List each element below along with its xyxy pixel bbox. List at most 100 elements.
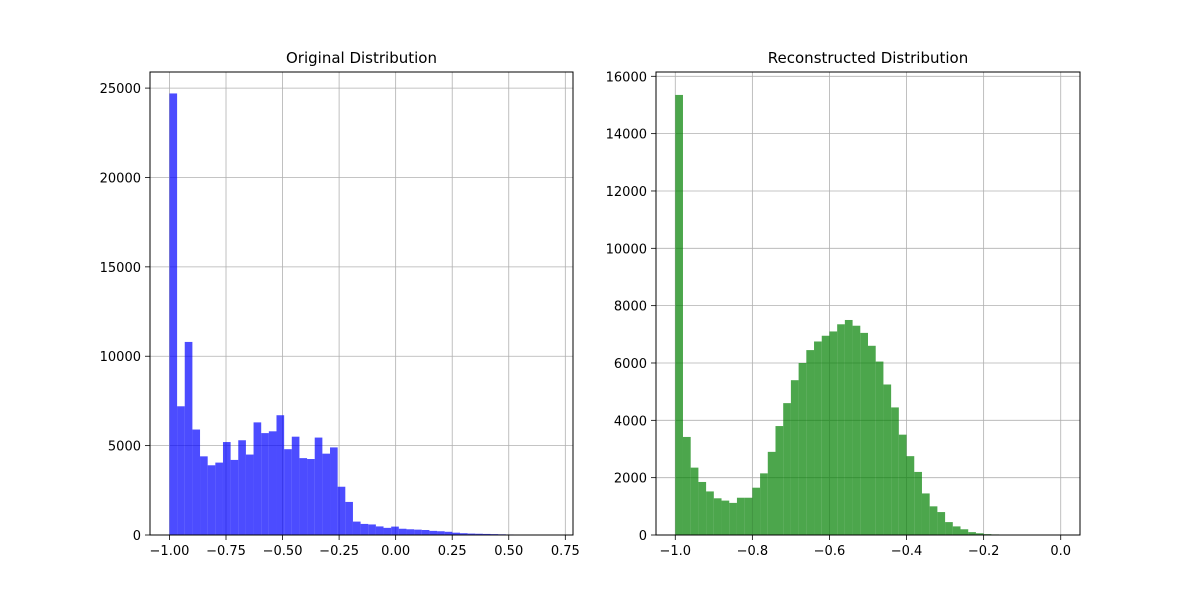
histogram-bar (284, 449, 292, 535)
histogram-bar (338, 487, 346, 535)
histogram-bar (208, 465, 216, 535)
x-tick-label: 0.75 (551, 544, 580, 559)
y-tick-label: 5000 (108, 440, 141, 455)
x-tick-label: −1.0 (659, 544, 691, 559)
histogram-bar (215, 463, 223, 535)
histogram-bar (814, 341, 822, 535)
histogram-bar (376, 526, 384, 535)
histogram-bar (238, 440, 246, 535)
histogram-bar (422, 530, 430, 535)
histogram-bar (437, 531, 445, 535)
histogram-bar (384, 528, 392, 535)
x-tick-label: −0.6 (814, 544, 846, 559)
x-tick-label: −0.25 (319, 544, 359, 559)
histogram-bar (868, 346, 876, 535)
histogram-bar (922, 493, 930, 535)
histogram-bar (930, 506, 938, 535)
histogram-bar (246, 455, 254, 535)
histogram-bar (231, 460, 239, 535)
y-tick-label: 0 (639, 529, 647, 544)
y-tick-label: 16000 (606, 70, 647, 85)
histogram-bar (177, 406, 185, 535)
y-tick-label: 0 (133, 529, 141, 544)
histogram-bar (907, 456, 915, 535)
x-tick-label: 0.50 (494, 544, 523, 559)
histogram-bar (200, 456, 208, 535)
histogram-bar (822, 336, 830, 535)
histogram-bar (361, 524, 369, 535)
histogram-bar (292, 437, 300, 535)
histogram-bar (169, 93, 177, 535)
y-tick-label: 4000 (614, 414, 647, 429)
histogram-bar (675, 95, 683, 535)
histogram-bar (276, 415, 284, 535)
histogram-bar (737, 498, 745, 535)
histogram-bar (914, 472, 922, 535)
histogram-bar (899, 435, 907, 535)
y-tick-label: 8000 (614, 300, 647, 315)
histogram-bar (760, 473, 768, 535)
x-tick-label: −0.4 (891, 544, 923, 559)
y-tick-label: 2000 (614, 472, 647, 487)
y-tick-label: 14000 (606, 128, 647, 143)
histogram-bar (953, 526, 961, 535)
histogram-bar (860, 333, 868, 535)
histogram-bar (330, 447, 338, 535)
histogram-bar (876, 362, 884, 535)
histogram-bar (315, 438, 323, 535)
histogram-bar (745, 498, 753, 535)
histogram-bar (775, 426, 783, 535)
histogram-bar (829, 331, 837, 535)
y-tick-label: 15000 (100, 261, 141, 276)
histogram-bar (429, 531, 437, 535)
histogram-bar (714, 498, 722, 535)
y-tick-label: 20000 (100, 171, 141, 186)
histogram-bar (845, 320, 853, 535)
histogram-bar (223, 442, 231, 535)
histogram-bar (783, 403, 791, 535)
histogram-bar (706, 491, 714, 535)
histogram-bar (752, 488, 760, 535)
histogram-bar (722, 501, 730, 535)
histogram-bar (891, 407, 899, 535)
histogram-bar (406, 529, 414, 535)
histogram-bar (691, 468, 699, 535)
histogram-bar (806, 350, 814, 535)
histogram-bar (269, 431, 277, 535)
histogram-bar (399, 529, 407, 535)
histogram-bar (307, 459, 315, 535)
x-tick-label: 0.25 (438, 544, 467, 559)
histogram-bar (299, 458, 307, 535)
histogram-bar (768, 452, 776, 535)
histogram-bar (192, 430, 200, 535)
histogram-bar (799, 363, 807, 535)
histogram-bar (698, 482, 706, 535)
chart-title: Original Distribution (286, 49, 437, 67)
histogram-bar (837, 324, 845, 535)
histogram-bar (345, 502, 353, 535)
histogram-bar (391, 527, 399, 535)
y-tick-label: 10000 (606, 242, 647, 257)
x-tick-label: −0.75 (206, 544, 246, 559)
histogram-bar (853, 326, 861, 535)
histogram-bar (683, 437, 691, 535)
histogram-bar (254, 422, 262, 535)
histogram-bar (353, 522, 361, 535)
y-tick-label: 25000 (100, 82, 141, 97)
histogram-bar (414, 530, 422, 535)
histogram-bar (945, 522, 953, 535)
histogram-bar (185, 342, 193, 535)
y-tick-label: 10000 (100, 350, 141, 365)
x-tick-label: 0.0 (1050, 544, 1071, 559)
histogram-bar (729, 503, 737, 535)
histogram-bar (791, 380, 799, 535)
y-tick-label: 6000 (614, 357, 647, 372)
histogram-bar (322, 454, 330, 535)
x-tick-label: −0.50 (263, 544, 303, 559)
histogram-bar (368, 524, 376, 535)
chart-title: Reconstructed Distribution (768, 49, 968, 67)
histogram-bar (961, 529, 969, 535)
x-tick-label: 0.00 (381, 544, 410, 559)
